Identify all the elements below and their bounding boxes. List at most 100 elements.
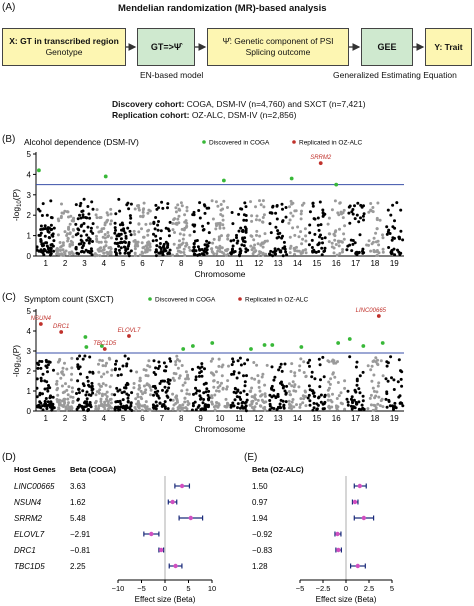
snp-point: [113, 250, 117, 254]
snp-point: [257, 253, 261, 257]
snp-point: [148, 242, 152, 246]
snp-point: [269, 231, 273, 235]
snp-point: [317, 250, 321, 253]
snp-point: [381, 247, 385, 251]
beta-value: 1.62: [70, 498, 86, 507]
snp-point: [283, 389, 287, 393]
snp-point: [393, 236, 396, 240]
snp-point: [392, 388, 396, 391]
snp-point: [104, 383, 108, 387]
snp-point: [181, 403, 185, 407]
snp-point: [280, 380, 283, 384]
snp-point: [56, 233, 60, 237]
snp-point: [37, 207, 40, 211]
snp-point: [158, 382, 162, 385]
snp-point: [149, 388, 153, 392]
snp-point: [336, 381, 340, 384]
snp-point: [375, 227, 379, 231]
snp-point: [397, 235, 401, 239]
snp-point: [307, 243, 311, 247]
snp-point: [302, 371, 306, 374]
snp-point: [157, 396, 161, 400]
snp-point: [217, 389, 221, 393]
snp-point: [399, 377, 403, 381]
snp-point: [235, 376, 239, 380]
snp-point: [207, 231, 211, 235]
snp-point: [158, 401, 162, 405]
snp-point: [268, 393, 272, 397]
snp-point: [251, 252, 255, 256]
snp-point: [288, 218, 292, 222]
snp-point: [338, 239, 342, 243]
snp-point: [240, 404, 244, 408]
snp-point: [203, 243, 207, 247]
snp-point: [55, 379, 59, 383]
snp-point: [183, 381, 187, 385]
snp-point: [323, 246, 327, 250]
snp-point: [117, 234, 121, 238]
snp-point: [40, 214, 44, 217]
snp-point: [280, 383, 284, 387]
y-tick-label: 2: [27, 211, 32, 220]
snp-point: [99, 229, 103, 233]
snp-point: [136, 395, 140, 399]
snp-point: [310, 246, 314, 249]
snp-point: [55, 398, 59, 401]
snp-point: [194, 386, 197, 390]
snp-point: [395, 201, 399, 205]
snp-point: [287, 406, 291, 410]
legend-discovered-marker: [148, 297, 152, 301]
effect-point: [355, 563, 360, 569]
snp-point: [91, 231, 95, 235]
snp-point: [56, 386, 60, 390]
snp-point: [316, 243, 320, 247]
snp-point: [339, 401, 343, 405]
snp-point: [220, 374, 224, 378]
snp-point: [63, 209, 67, 213]
snp-point: [250, 214, 254, 218]
snp-point: [91, 371, 95, 375]
snp-point: [330, 208, 334, 212]
beta-value: −0.83: [252, 546, 273, 555]
snp-point: [169, 398, 173, 402]
snp-point: [95, 234, 98, 238]
snp-point: [217, 364, 221, 368]
snp-point: [210, 247, 214, 251]
snp-point: [104, 240, 107, 244]
snp-point: [42, 253, 46, 257]
snp-point: [299, 357, 303, 361]
snp-point: [389, 355, 393, 359]
snp-point: [390, 238, 394, 242]
box-x-line1: X: GT in transcribed region: [9, 36, 119, 46]
snp-point: [216, 249, 220, 253]
snp-point: [95, 239, 99, 243]
snp-point: [176, 217, 180, 221]
snp-point: [308, 210, 312, 214]
snp-point: [88, 401, 92, 404]
snp-point: [239, 363, 243, 367]
snp-point: [320, 246, 324, 250]
snp-point: [109, 401, 113, 405]
snp-point: [381, 374, 385, 378]
snp-point: [273, 247, 277, 251]
snp-point: [140, 241, 144, 245]
snp-point: [377, 251, 381, 255]
snp-point: [65, 367, 69, 371]
snp-point: [176, 246, 179, 250]
snp-point: [105, 361, 108, 365]
snp-point: [171, 408, 175, 411]
snp-point: [331, 371, 335, 375]
snp-point: [65, 234, 69, 237]
snp-point: [320, 237, 324, 240]
snp-point: [194, 408, 198, 412]
snp-point: [166, 202, 170, 206]
snp-point: [133, 239, 137, 242]
snp-point: [244, 404, 248, 408]
snp-point: [351, 242, 355, 246]
snp-point: [144, 222, 148, 226]
snp-point: [319, 378, 322, 382]
snp-point: [241, 400, 245, 404]
snp-point: [224, 248, 227, 252]
snp-point: [126, 251, 130, 255]
snp-point: [341, 248, 345, 251]
